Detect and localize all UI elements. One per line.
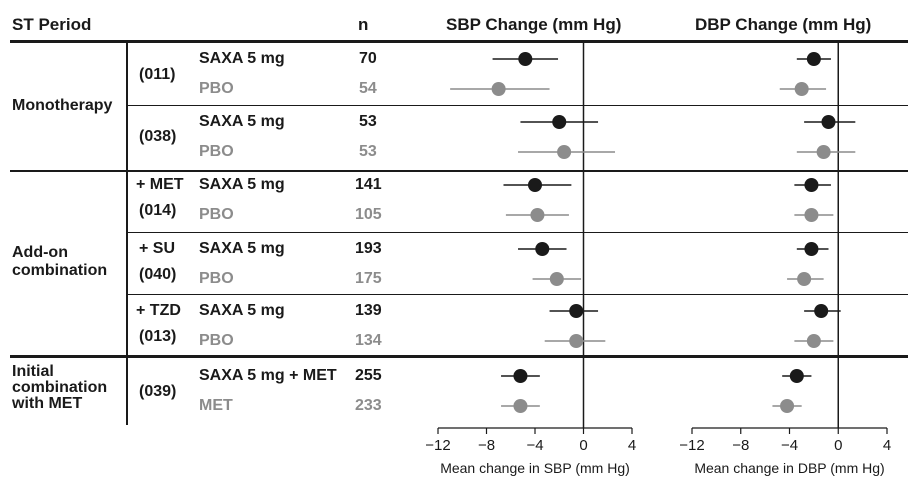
sbp-axis-label: Mean change in SBP (mm Hg) — [440, 460, 630, 476]
comparator-label: MET — [199, 397, 233, 414]
comparator-label: PBO — [199, 143, 234, 160]
group-label-initial: Initial combination with MET — [12, 363, 108, 412]
sbp-point — [518, 52, 533, 66]
n-value: 139 — [355, 302, 382, 319]
study-id: (039) — [139, 383, 177, 400]
n-value: 193 — [355, 240, 382, 257]
dbp-tick-label: 4 — [883, 437, 891, 454]
sbp-tick-label: −12 — [425, 437, 450, 454]
n-value: 53 — [359, 143, 377, 160]
sbp-tick-label: 4 — [628, 437, 636, 454]
n-value: 53 — [359, 113, 377, 130]
group-label-monotherapy: Monotherapy — [12, 97, 113, 114]
study-id: (013) — [139, 328, 177, 345]
monotherapy-divider — [10, 170, 908, 172]
dbp-point — [797, 272, 812, 286]
dbp-point — [821, 115, 836, 129]
n-value: 134 — [355, 332, 382, 349]
st-period-header: ST Period — [12, 15, 92, 34]
n-value: 233 — [355, 397, 382, 414]
study-id: (040) — [139, 266, 177, 283]
study-divider-014-040 — [127, 232, 908, 233]
sbp-point — [569, 304, 584, 318]
n-value: 255 — [355, 367, 382, 384]
n-value: 141 — [355, 176, 382, 193]
n-value: 175 — [355, 270, 382, 287]
dbp-point — [806, 52, 821, 66]
dbp-chart-title: DBP Change (mm Hg) — [695, 15, 872, 34]
dbp-tick-label: 0 — [834, 437, 842, 454]
comparator-label: PBO — [199, 270, 234, 287]
sbp-point — [528, 178, 542, 192]
header-divider — [10, 40, 908, 43]
n-value: 54 — [359, 80, 377, 97]
sbp-tick-label: 0 — [579, 437, 587, 454]
dbp-tick-label: −8 — [732, 437, 749, 454]
dbp-point — [794, 82, 809, 96]
treatment-label: SAXA 5 mg — [199, 50, 285, 67]
treatment-label: SAXA 5 mg — [199, 240, 285, 257]
sbp-point — [530, 208, 545, 222]
dbp-point — [804, 208, 819, 222]
sbp-tick-label: −4 — [526, 437, 543, 454]
dbp-point — [806, 334, 821, 348]
sbp-point — [513, 399, 528, 413]
study-id: (014) — [139, 202, 177, 219]
n-header: n — [358, 15, 369, 34]
treatment-label: SAXA 5 mg — [199, 176, 285, 193]
dbp-tick-label: −12 — [679, 437, 704, 454]
sbp-point — [569, 334, 584, 348]
treatment-label: SAXA 5 mg — [199, 302, 285, 319]
sbp-point — [491, 82, 506, 96]
sbp-point — [557, 145, 572, 159]
study-addon-drug: + MET — [136, 176, 184, 193]
study-id: (038) — [139, 128, 177, 145]
sbp-chart-title: SBP Change (mm Hg) — [446, 15, 622, 34]
study-addon-drug: + SU — [139, 240, 176, 257]
treatment-label: SAXA 5 mg + MET — [199, 367, 337, 384]
study-id: (011) — [139, 66, 176, 83]
comparator-label: PBO — [199, 80, 234, 97]
n-value: 105 — [355, 206, 382, 223]
study-addon-drug: + TZD — [136, 302, 181, 319]
dbp-point — [814, 304, 829, 318]
group-label-addon: Add-on combination — [12, 244, 108, 279]
sbp-point — [535, 242, 550, 256]
dbp-point — [804, 178, 819, 192]
n-value: 70 — [359, 50, 377, 67]
sbp-tick-label: −8 — [478, 437, 495, 454]
sbp-point — [513, 369, 528, 383]
dbp-point — [789, 369, 804, 383]
study-divider-040-013 — [127, 294, 908, 295]
sbp-point — [552, 115, 567, 129]
treatment-label: SAXA 5 mg — [199, 113, 285, 130]
dbp-point — [816, 145, 831, 159]
dbp-axis-label: Mean change in DBP (mm Hg) — [694, 460, 884, 476]
dbp-tick-label: −4 — [781, 437, 798, 454]
addon-divider — [10, 355, 908, 358]
sbp-point — [549, 272, 564, 286]
comparator-label: PBO — [199, 332, 234, 349]
group-column-divider — [126, 43, 128, 425]
dbp-point — [804, 242, 819, 256]
comparator-label: PBO — [199, 206, 234, 223]
study-divider-011-038 — [127, 105, 908, 106]
dbp-point — [780, 399, 795, 413]
